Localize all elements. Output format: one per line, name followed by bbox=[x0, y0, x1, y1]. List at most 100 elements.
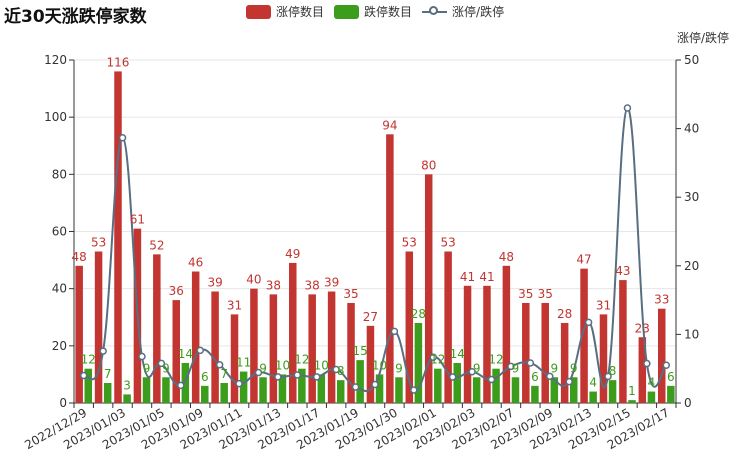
bar-limit-up bbox=[638, 337, 647, 403]
bar-label-limit-down: 9 bbox=[570, 361, 578, 375]
bar-limit-up bbox=[541, 302, 549, 403]
bar-limit-up bbox=[657, 308, 666, 403]
bar-label-limit-up: 53 bbox=[440, 236, 455, 250]
ratio-point bbox=[351, 383, 360, 391]
bar-limit-down bbox=[569, 377, 578, 403]
legend-item-ratio[interactable]: 涨停/跌停 bbox=[422, 3, 504, 20]
bar-label-limit-down: 15 bbox=[352, 344, 367, 358]
ratio-point bbox=[274, 373, 282, 381]
bar-limit-down bbox=[453, 362, 461, 403]
ratio-line bbox=[79, 104, 671, 394]
bar-limit-up bbox=[94, 251, 103, 403]
bars bbox=[75, 71, 675, 404]
bar-limit-down bbox=[317, 374, 326, 403]
bar-limit-down bbox=[472, 377, 481, 403]
bar-label-limit-up: 116 bbox=[107, 55, 130, 69]
bar-limit-up bbox=[463, 285, 472, 403]
bar-label-limit-up: 35 bbox=[343, 287, 358, 301]
ratio-point bbox=[79, 371, 88, 380]
bar-limit-down bbox=[336, 380, 345, 403]
bar-label-limit-up: 33 bbox=[654, 293, 669, 307]
bar-label-limit-down: 7 bbox=[104, 367, 112, 381]
bar-label-limit-down: 9 bbox=[395, 361, 403, 375]
bar-limit-down bbox=[531, 385, 539, 403]
bar-label-limit-down: 12 bbox=[488, 353, 503, 367]
bar-limit-down bbox=[201, 385, 209, 403]
ratio-point bbox=[507, 362, 515, 371]
bar-limit-down bbox=[239, 371, 248, 403]
bar-limit-up bbox=[560, 322, 569, 403]
bar-label-limit-up: 94 bbox=[382, 118, 397, 132]
ratio-point bbox=[138, 352, 146, 361]
bar-label-limit-up: 61 bbox=[130, 213, 145, 227]
bar-limit-up bbox=[114, 71, 122, 403]
ratio-point bbox=[410, 386, 418, 394]
ratio-point bbox=[390, 327, 399, 336]
bar-label-limit-up: 47 bbox=[576, 253, 591, 267]
legend-label-limit-up: 涨停数目 bbox=[276, 5, 325, 19]
bar-limit-up bbox=[230, 314, 239, 403]
y-left-tick-label: 120 bbox=[44, 53, 67, 67]
ratio-point bbox=[332, 365, 340, 374]
bar-limit-down bbox=[492, 368, 500, 403]
ratio-point bbox=[604, 372, 612, 381]
ratio-point bbox=[157, 359, 166, 368]
bar-limit-up bbox=[386, 134, 394, 404]
bar-limit-down bbox=[103, 382, 112, 403]
y-right-tick-label: 30 bbox=[684, 190, 699, 204]
bar-label-limit-up: 80 bbox=[421, 158, 436, 172]
bar-label-limit-down: 10 bbox=[372, 358, 387, 372]
bar-limit-down bbox=[511, 377, 520, 403]
bar-label-limit-down: 9 bbox=[162, 361, 170, 375]
bar-limit-up bbox=[327, 291, 336, 403]
grid-lines bbox=[74, 59, 676, 347]
bar-limit-down bbox=[356, 360, 364, 403]
data-labels: 4812537116361952936144663973111409381049… bbox=[72, 55, 675, 398]
legend-item-limit-up[interactable]: 涨停数目 bbox=[246, 3, 324, 20]
bar-limit-up bbox=[405, 251, 414, 403]
bar-label-limit-up: 48 bbox=[499, 250, 514, 264]
bar-limit-down bbox=[434, 368, 442, 403]
bar-label-limit-down: 4 bbox=[648, 376, 656, 390]
bar-limit-up bbox=[599, 314, 608, 403]
ratio-point bbox=[643, 359, 651, 368]
bar-limit-up bbox=[308, 294, 316, 403]
bar-limit-up bbox=[580, 268, 588, 403]
bar-label-limit-up: 27 bbox=[363, 310, 378, 324]
ratio-point bbox=[371, 380, 379, 389]
bar-label-limit-up: 31 bbox=[227, 298, 242, 312]
ratio-point bbox=[215, 361, 224, 369]
bar-label-limit-down: 12 bbox=[430, 353, 445, 367]
bar-limit-down bbox=[395, 377, 403, 403]
bar-limit-up bbox=[522, 302, 530, 403]
legend-item-limit-down[interactable]: 跌停数目 bbox=[334, 3, 412, 20]
y-right-tick-label: 40 bbox=[684, 122, 699, 136]
ratio-point bbox=[429, 353, 438, 361]
bar-label-limit-down: 3 bbox=[123, 378, 131, 392]
bar-label-limit-up: 49 bbox=[285, 247, 300, 261]
bar-label-limit-up: 41 bbox=[460, 270, 475, 284]
bar-label-limit-up: 35 bbox=[518, 287, 533, 301]
bar-label-limit-up: 39 bbox=[324, 276, 339, 290]
bar-label-limit-down: 8 bbox=[337, 364, 345, 378]
y-right-tick-label: 50 bbox=[684, 53, 699, 67]
bar-label-limit-down: 4 bbox=[589, 376, 597, 390]
legend-swatch-limit-down bbox=[334, 4, 360, 19]
legend-swatch-limit-up bbox=[246, 4, 271, 19]
bar-limit-down bbox=[550, 377, 559, 403]
ratio-point bbox=[99, 347, 107, 355]
bar-label-limit-up: 31 bbox=[596, 298, 611, 312]
bar-limit-up bbox=[502, 265, 511, 403]
legend-line-icon bbox=[422, 5, 448, 19]
bar-label-limit-down: 1 bbox=[628, 384, 636, 398]
bar-limit-up bbox=[211, 291, 219, 403]
ratio-point bbox=[118, 133, 127, 142]
bar-label-limit-down: 14 bbox=[178, 347, 193, 361]
bar-label-limit-up: 39 bbox=[207, 276, 222, 290]
legend-label-ratio: 涨停/跌停 bbox=[452, 5, 505, 19]
bar-label-limit-down: 7 bbox=[220, 367, 228, 381]
bar-label-limit-down: 12 bbox=[294, 353, 309, 367]
bar-label-limit-down: 10 bbox=[275, 358, 290, 372]
ratio-point bbox=[448, 373, 457, 381]
